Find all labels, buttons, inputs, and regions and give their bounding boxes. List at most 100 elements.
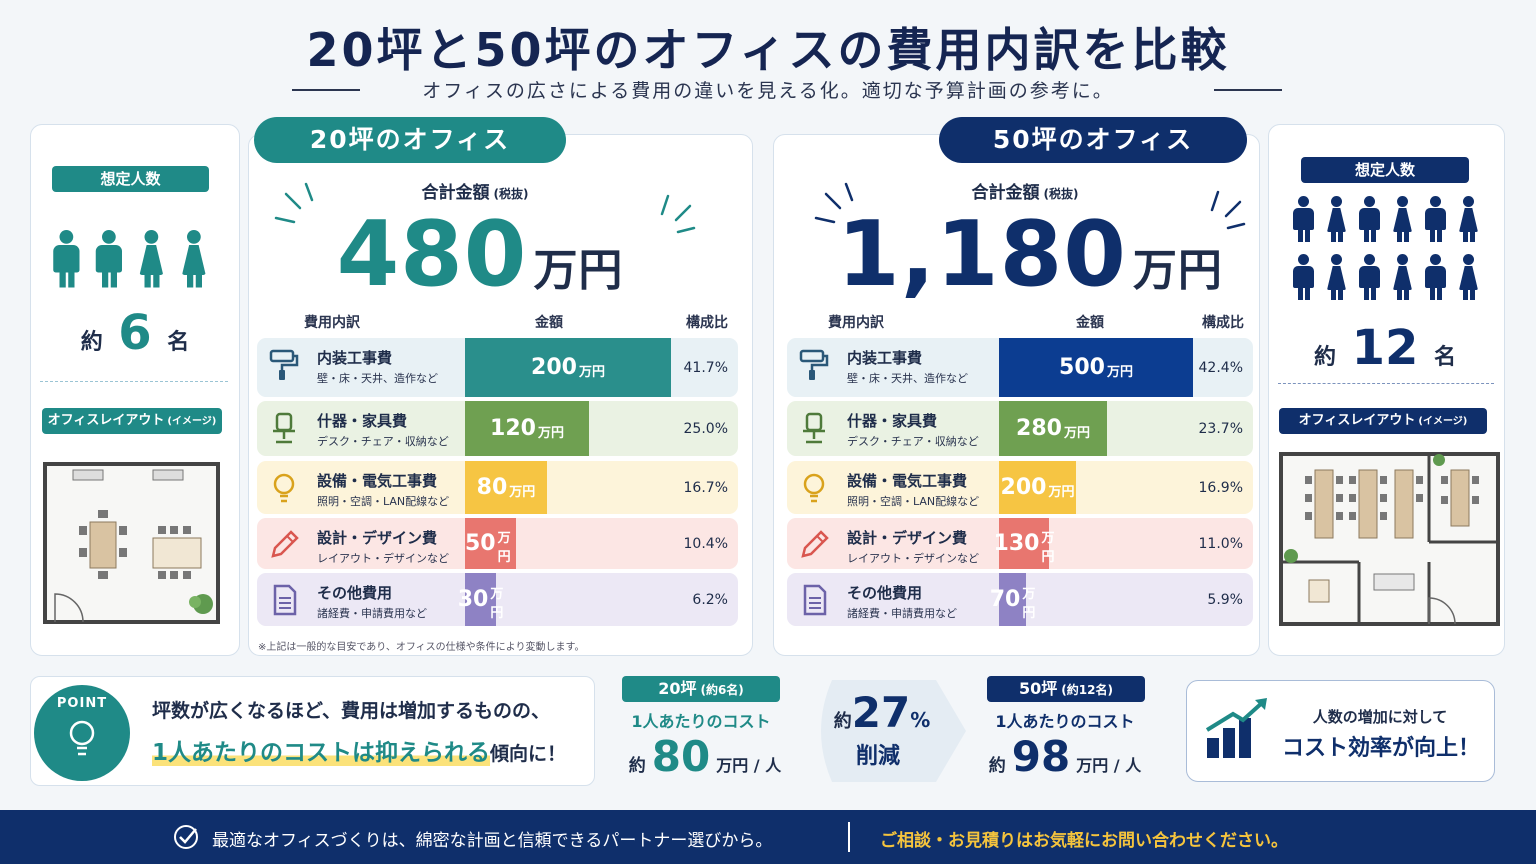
- cost-unit: 万円: [537, 425, 564, 441]
- cost-ratio: 11.0%: [1198, 535, 1243, 552]
- cost-ratio: 16.7%: [683, 479, 728, 496]
- cost-row: 什器・家具費 デスク・チェア・収納など 120 万円 25.0%: [257, 401, 738, 456]
- divider: [848, 822, 850, 852]
- people-label: 想定人数: [52, 166, 209, 192]
- cost-value: 200: [531, 355, 577, 380]
- cost-row: 設計・デザイン費 レイアウト・デザインなど 130 万円 11.0%: [787, 518, 1253, 569]
- efficiency-text-2: コスト効率が向上！: [1281, 736, 1480, 761]
- cost-value: 120: [490, 416, 536, 441]
- cost-item-name: その他費用: [847, 584, 923, 602]
- cost-row: その他費用 諸経費・申請費用など 70 万円 5.9%: [787, 573, 1253, 626]
- office50-total: 1,180 万円: [837, 202, 1223, 307]
- efficiency-text-1: 人数の増加に対して: [1312, 708, 1448, 726]
- cost-item-name: 什器・家具費: [317, 412, 408, 430]
- office20-total: 480 万円: [336, 202, 624, 307]
- cost-ratio: 5.9%: [1207, 591, 1243, 608]
- cost-row: その他費用諸経費・申請費用など 30 万円 6.2%: [257, 573, 738, 626]
- page-subtitle: オフィスの広さによる費用の違いを見える化。適切な予算計画の参考に。: [422, 80, 1114, 102]
- footer-text: 最適なオフィスづくりは、綿密な計画と信頼できるパートナー選びから。: [212, 831, 773, 851]
- cost-ratio: 10.4%: [683, 535, 728, 552]
- cost-bar: 130 万円: [994, 518, 1054, 569]
- cost-item-name: 内装工事費: [847, 349, 923, 367]
- cost-unit: 万円: [1022, 587, 1036, 621]
- cost-ratio: 16.9%: [1198, 479, 1243, 496]
- per20-tag: 20坪 (約6名): [622, 676, 780, 702]
- cost-value: 500: [1059, 355, 1105, 380]
- cost-ratio: 41.7%: [683, 359, 728, 376]
- cost-unit: 万円: [509, 484, 536, 500]
- office-chair-icon: [797, 411, 831, 445]
- cost-row: 什器・家具費 デスク・チェア・収納など 280 万円 23.7%: [787, 401, 1253, 456]
- cost-row: 設備・電気工事費 照明・空調・LAN配線など 200 万円 16.9%: [787, 461, 1253, 514]
- col-header-ratio: 構成比: [1202, 315, 1244, 331]
- reduction-label: 削減: [855, 744, 900, 769]
- cost-row: 設計・デザイン費レイアウト・デザインなど 50 万円 10.4%: [257, 518, 738, 569]
- cost-unit: 万円: [1041, 531, 1055, 565]
- floor-plan-image: [43, 462, 220, 624]
- people-icons: [1292, 196, 1482, 311]
- document-icon: [267, 583, 301, 617]
- cost-item-desc: デスク・チェア・収納など: [317, 435, 449, 448]
- cost-unit: 万円: [490, 587, 504, 621]
- cost-row: 設備・電気工事費照明・空調・LAN配線など 80 万円 16.7%: [257, 461, 738, 514]
- cost-bar: 200 万円: [465, 338, 671, 397]
- people-label: 想定人数: [1301, 157, 1469, 183]
- lightbulb-icon: [69, 720, 95, 756]
- point-badge-label: POINT: [56, 696, 108, 711]
- pencil-icon: [797, 528, 831, 562]
- page-title: 20坪と50坪のオフィスの費用内訳を比較: [306, 23, 1230, 77]
- cost-value: 50: [465, 531, 496, 556]
- per50-label: 1人あたりのコスト: [995, 712, 1135, 731]
- col-header-item: 費用内訳: [304, 315, 360, 331]
- cost-row: 内装工事費 壁・床・天井、造作など 500 万円 42.4%: [787, 338, 1253, 397]
- per20-label: 1人あたりのコスト: [631, 712, 771, 731]
- cost-item-desc: 壁・床・天井、造作など: [847, 372, 968, 385]
- office-chair-icon: [267, 411, 301, 445]
- cost-item-name: その他費用: [317, 584, 393, 602]
- sparkle-icon: [814, 182, 854, 224]
- col-header-amount: 金額: [1076, 315, 1104, 331]
- per50-value: 約 98 万円 / 人: [988, 732, 1142, 781]
- col-header-amount: 金額: [535, 315, 563, 331]
- people-count: 約 6 名: [80, 305, 190, 361]
- footnote: ※上記は一般的な目安であり、オフィスの仕様や条件により変動します。: [258, 642, 585, 653]
- cost-bar: 30 万円: [458, 573, 503, 626]
- sparkle-icon: [660, 194, 696, 234]
- cost-item-desc: デスク・チェア・収納など: [847, 435, 979, 448]
- cost-bar: 70 万円: [990, 573, 1035, 626]
- cost-item-desc: 照明・空調・LAN配線など: [317, 495, 450, 508]
- paint-roller-icon: [267, 348, 301, 382]
- pencil-icon: [267, 528, 301, 562]
- office20-title: 20坪のオフィス: [254, 117, 566, 163]
- cost-item-name: 設計・デザイン費: [317, 529, 438, 547]
- cost-bar: 500 万円: [999, 338, 1193, 397]
- cost-bar: 280 万円: [999, 401, 1107, 456]
- cost-ratio: 23.7%: [1198, 420, 1243, 437]
- total-label: 合計金額 (税抜): [971, 183, 1079, 203]
- office50-title: 50坪のオフィス: [939, 117, 1247, 163]
- chart-up-icon: [1205, 698, 1267, 758]
- cost-value: 130: [993, 531, 1040, 556]
- cost-item-name: 設備・電気工事費: [317, 472, 438, 490]
- cost-bar: 50 万円: [465, 518, 516, 569]
- lightbulb-icon: [797, 471, 831, 505]
- cost-item-desc: 諸経費・申請費用など: [317, 607, 427, 620]
- cost-item-desc: 壁・床・天井、造作など: [317, 372, 438, 385]
- divider: [1214, 89, 1282, 91]
- paint-roller-icon: [797, 348, 831, 382]
- point-badge: [34, 685, 130, 781]
- cost-value: 200: [1000, 475, 1047, 500]
- reduction-badge: [821, 680, 966, 782]
- cost-ratio: 6.2%: [692, 591, 728, 608]
- document-icon: [797, 583, 831, 617]
- cost-bar: 80 万円: [465, 461, 547, 514]
- cost-item-desc: レイアウト・デザインなど: [317, 552, 449, 565]
- cost-unit: 万円: [578, 364, 605, 380]
- cost-item-name: 設備・電気工事費: [847, 472, 968, 490]
- cost-item-name: 内装工事費: [317, 349, 393, 367]
- cost-unit: 万円: [497, 531, 511, 565]
- cost-unit: 万円: [1048, 484, 1075, 500]
- sparkle-icon: [1210, 190, 1246, 230]
- layout-label: オフィスレイアウト (イメージ): [1279, 408, 1487, 434]
- cost-unit: 万円: [1106, 364, 1133, 380]
